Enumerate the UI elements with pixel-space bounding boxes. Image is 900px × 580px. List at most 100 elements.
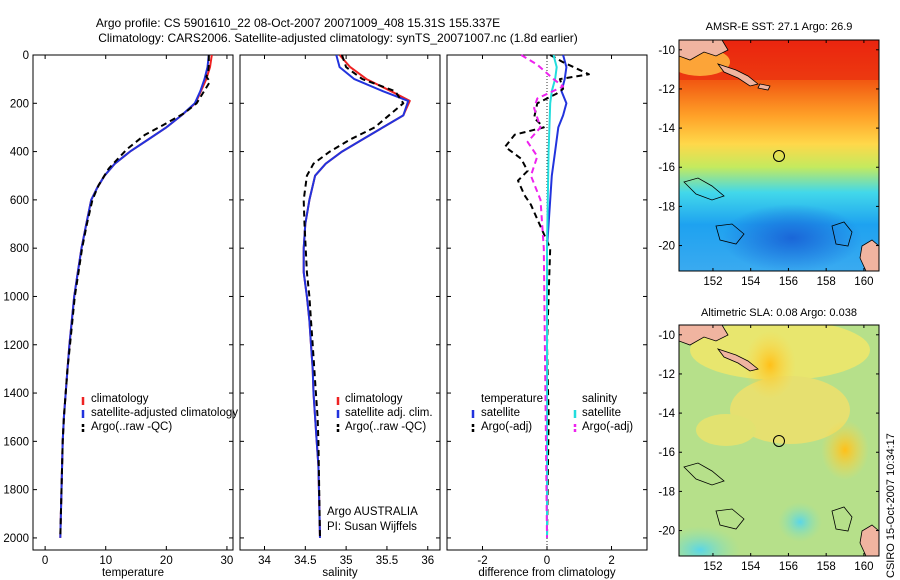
sla-map-frame [678,324,880,557]
legend-label-argo: Argo(..raw -QC) [345,421,426,433]
x-axis-label: salinity [322,567,357,579]
lat-tick-label: -20 [658,241,675,253]
legend-label-climatology: climatology [345,393,403,405]
figure-title-line2: Climatology: CARS2006. Satellite-adjuste… [98,31,578,45]
sla-high-band [696,414,756,446]
series-line-climatology [59,54,213,538]
legend-label-sal-satellite: satellite [582,407,621,419]
lon-tick-label: 152 [703,561,722,573]
x-tick-label: 34.5 [294,555,316,567]
reef-contour [715,223,745,245]
lon-tick-label: 154 [741,276,761,288]
x-tick-label: 35.5 [376,555,398,567]
x-tick-label: 0 [42,555,48,567]
legend-header-salinity: salinity [582,393,617,405]
lon-tick-label: 152 [703,276,722,288]
lat-tick-label: -18 [658,486,675,498]
lon-tick-label: 160 [854,561,873,573]
x-tick-label: 0 [544,555,550,567]
x-tick-label: 20 [160,555,173,567]
reef-contour [831,221,853,247]
figure-title-line1: Argo profile: CS 5901610_22 08-Oct-2007 … [96,16,500,30]
sla-map [679,325,879,556]
credit-pi: PI: Susan Wijffels [327,521,417,533]
lat-tick-label: -14 [658,408,675,420]
y-tick-label: 1400 [3,388,29,400]
series-line-argo-raw-qc [302,54,405,538]
sla-low [778,502,822,542]
x-tick-label: 34 [258,555,271,567]
lat-tick-label: -16 [658,162,675,174]
temperature-profile-panel: 0 10 20 30 0 200 400 600 800 1000 1200 1400 1600 1800… [3,50,234,579]
x-tick-label: 10 [99,555,112,567]
lat-tick-label: -12 [658,84,675,96]
land-patch [716,63,759,87]
lon-tick-label: 158 [817,276,836,288]
land-patch [679,325,729,346]
land-patch [757,83,771,91]
x-tick-label: 2 [608,555,614,567]
legend-label-sal-argo: Argo(-adj) [582,421,633,433]
x-axis-label: temperature [102,567,164,579]
y-tick-label: 400 [10,147,29,159]
y-tick-label: 800 [10,243,29,255]
land-patch [716,348,759,372]
x-tick-label: -2 [477,555,487,567]
credit-program: Argo AUSTRALIA [327,506,418,518]
y-tick-label: 0 [23,50,29,62]
sla-peak [744,331,796,399]
sst-map-title: AMSR-E SST: 27.1 Argo: 26.9 [706,21,853,33]
lat-tick-label: -12 [658,369,675,381]
series-line-argo-raw-qc [59,55,211,538]
lon-tick-label: 160 [854,276,873,288]
lon-tick-label: 154 [741,561,761,573]
x-axis-label: difference from climatology [478,567,615,579]
y-tick-label: 1600 [3,436,29,448]
y-tick-label: 600 [10,195,29,207]
y-tick-label: 2000 [3,533,29,545]
reef-contour [683,177,725,201]
sla-map-ticks: 152 154 156 158 160 -10 -12 -14 -16 -18 -20 [658,325,879,573]
legend-label-temp-satellite: satellite [481,407,520,419]
land-patch [679,40,729,61]
legend-label-temp-argo: Argo(-adj) [481,421,532,433]
reef-contour [831,506,853,532]
y-tick-label: 1800 [3,485,29,497]
land-patch [859,239,879,271]
reef-contour [683,462,725,486]
series-line-salinity-argo-adj [520,54,565,538]
reef-contour [715,508,745,530]
sst-cold-pool [722,204,862,271]
sst-map-frame [678,39,880,272]
lat-tick-label: -10 [658,330,675,342]
salinity-legend: climatology satellite adj. clim. Argo(..… [336,393,433,433]
profile-location-marker [773,435,785,447]
legend-label-satellite-adjusted: satellite-adjusted climatology [91,407,238,419]
lat-tick-label: -20 [658,526,675,538]
x-tick-label: 30 [221,555,234,567]
lat-tick-label: -18 [658,201,675,213]
series-line-salinity-satellite [546,54,558,538]
sla-low [679,526,740,556]
legend-label-satellite-adj: satellite adj. clim. [345,407,433,419]
plot-frame [32,54,234,551]
y-tick-label: 1200 [3,340,29,352]
sla-peak [821,420,869,480]
land-patch [859,524,879,556]
lat-tick-label: -14 [658,123,675,135]
sst-map [679,40,879,271]
y-tick-label: 200 [10,98,29,110]
sla-map-title: Altimetric SLA: 0.08 Argo: 0.038 [701,307,857,319]
legend-header-temperature: temperature [481,393,543,405]
series-line-satellite-adjusted-climatology [59,54,210,538]
lon-tick-label: 158 [817,561,836,573]
lat-tick-label: -10 [658,45,675,57]
y-tick-label: 1000 [3,291,29,303]
profile-location-marker [773,150,785,162]
legend-label-argo: Argo(..raw -QC) [91,421,172,433]
difference-legend: temperature salinity satellite Argo(-adj… [471,393,633,433]
sst-map-ticks: 152 154 156 158 160 -10 -12 -14 -16 -18 -20 [658,40,879,288]
lon-tick-label: 156 [779,561,798,573]
